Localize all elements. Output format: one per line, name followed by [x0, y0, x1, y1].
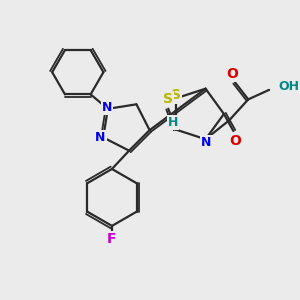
Text: F: F	[107, 232, 117, 246]
Text: H: H	[168, 116, 178, 129]
Text: S: S	[163, 92, 173, 106]
Text: S: S	[171, 88, 181, 103]
Text: N: N	[102, 101, 112, 114]
Text: N: N	[95, 131, 106, 144]
Text: OH: OH	[279, 80, 300, 93]
Text: O: O	[230, 134, 241, 148]
Text: N: N	[201, 136, 212, 148]
Text: O: O	[226, 67, 238, 81]
